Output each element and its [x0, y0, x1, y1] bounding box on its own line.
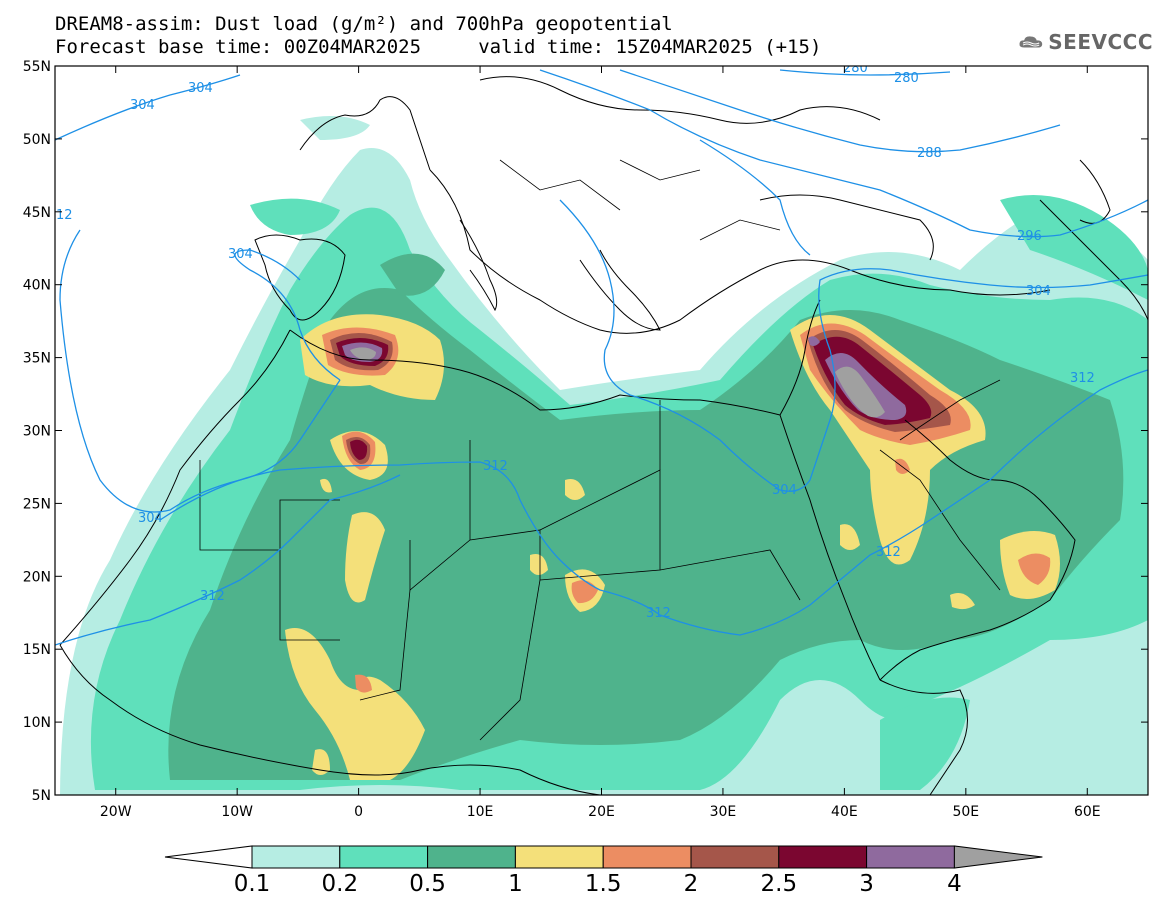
contour-label: 304: [228, 247, 253, 262]
cloud-icon: [1019, 36, 1043, 48]
contour-label: 304: [1026, 284, 1051, 299]
colorbar-label: 4: [947, 871, 962, 897]
map-field: 304 304 12 304 304 312 312 304 312 312 3…: [55, 61, 1148, 795]
colorbar-swatch: [690, 845, 780, 869]
lon-label: 20E: [588, 804, 615, 820]
lat-label: 30N: [23, 424, 51, 440]
contour-label: 312: [876, 545, 901, 560]
lat-label: 35N: [23, 351, 51, 367]
colorbar-label: 1.5: [585, 871, 622, 897]
lat-label: 25N: [23, 496, 51, 512]
lon-label: 0: [354, 804, 363, 820]
colorbar-swatch: [514, 845, 604, 869]
geopotential-contours: [55, 69, 1148, 646]
colorbar-label: 0.2: [322, 871, 359, 897]
contour-label: 312: [1070, 371, 1095, 386]
contour-labels: 304 304 12 304 304 312 312 304 312 312 3…: [56, 61, 1095, 621]
contour-label: 304: [188, 81, 213, 96]
contour-label: 280: [843, 61, 868, 76]
colorbar-label: 0.1: [234, 871, 271, 897]
contour-label: 280: [894, 71, 919, 86]
contour-label: 304: [772, 483, 797, 498]
contour-label: 288: [917, 146, 942, 161]
lon-label: 10E: [467, 804, 494, 820]
contour-label: 296: [1017, 229, 1042, 244]
lon-label: 40E: [831, 804, 858, 820]
lat-label: 10N: [23, 715, 51, 731]
lat-label: 15N: [23, 642, 51, 658]
contour-label: 304: [130, 98, 155, 113]
colorbar-swatch: [339, 845, 429, 869]
title-line-1: DREAM8-assim: Dust load (g/m²) and 700hP…: [55, 13, 673, 35]
lon-label: 10W: [221, 804, 253, 820]
coastlines: [59, 76, 1148, 795]
lon-label: 20W: [100, 804, 132, 820]
colorbar-under-triangle: [164, 845, 253, 869]
axis-ticks: 20W 10W 0 10E 20E 30E 40E 50E 60E 55N 50N 45N 40N 35N…: [23, 59, 1148, 820]
seevccc-logo: SEEVCCC: [1018, 25, 1153, 59]
colorbar-label: 2.5: [761, 871, 798, 897]
colorbar-label: 0.5: [409, 871, 446, 897]
colorbar: 0.1 0.2 0.5 1 1.5 2 2.5 3 4: [164, 845, 1043, 897]
lat-label: 50N: [23, 132, 51, 148]
lat-label: 55N: [23, 59, 51, 75]
dust-level-4: [350, 347, 885, 418]
lat-label: 40N: [23, 278, 51, 294]
colorbar-swatch: [602, 845, 692, 869]
colorbar-over-triangle: [953, 845, 1043, 869]
colorbar-swatch: [427, 845, 516, 869]
title-line-2: Forecast base time: 00Z04MAR2025 valid t…: [55, 36, 822, 58]
contour-label: 304: [138, 511, 163, 526]
contour-label: 312: [200, 589, 225, 604]
lon-label: 50E: [952, 804, 979, 820]
colorbar-label: 2: [684, 871, 699, 897]
lon-label: 30E: [710, 804, 737, 820]
contour-label: 312: [483, 459, 508, 474]
contour-label: 12: [56, 208, 73, 223]
lat-label: 45N: [23, 205, 51, 221]
colorbar-label: 3: [859, 871, 874, 897]
colorbar-swatch: [866, 845, 955, 869]
colorbar-label: 1: [508, 871, 523, 897]
colorbar-swatch: [251, 845, 341, 869]
lat-label: 20N: [23, 569, 51, 585]
lat-label: 5N: [32, 788, 51, 804]
logo-text: SEEVCCC: [1048, 30, 1153, 54]
lon-label: 60E: [1074, 804, 1101, 820]
colorbar-swatch: [778, 845, 868, 869]
contour-label: 312: [646, 606, 671, 621]
